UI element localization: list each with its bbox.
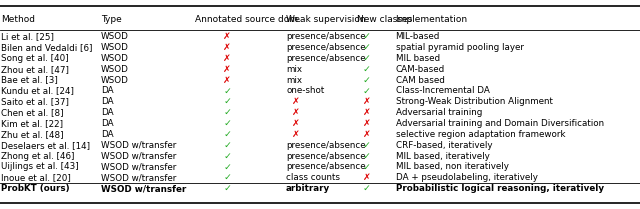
Text: MIL based, non iteratively: MIL based, non iteratively bbox=[396, 162, 508, 172]
Text: ✗: ✗ bbox=[223, 43, 231, 52]
Text: Uijlings et al. [43]: Uijlings et al. [43] bbox=[1, 162, 79, 172]
Text: DA: DA bbox=[101, 86, 114, 96]
Text: mix: mix bbox=[286, 75, 302, 85]
Text: MIL based: MIL based bbox=[396, 54, 440, 63]
Text: WSOD w/transfer: WSOD w/transfer bbox=[101, 184, 186, 193]
Text: Chen et al. [8]: Chen et al. [8] bbox=[1, 108, 64, 117]
Text: Method: Method bbox=[1, 15, 35, 24]
Text: DA: DA bbox=[101, 130, 114, 139]
Text: arbitrary: arbitrary bbox=[286, 184, 330, 193]
Text: ✗: ✗ bbox=[292, 97, 300, 106]
Text: WSOD: WSOD bbox=[101, 75, 129, 85]
Text: MIL based, iteratively: MIL based, iteratively bbox=[396, 152, 489, 161]
Text: ✓: ✓ bbox=[223, 152, 231, 161]
Text: ✓: ✓ bbox=[363, 32, 371, 41]
Text: WSOD w/transfer: WSOD w/transfer bbox=[101, 162, 177, 172]
Text: ✓: ✓ bbox=[223, 162, 231, 172]
Text: ✓: ✓ bbox=[223, 184, 231, 193]
Text: Kim et al. [22]: Kim et al. [22] bbox=[1, 119, 63, 128]
Text: Type: Type bbox=[101, 15, 122, 24]
Text: class counts: class counts bbox=[286, 173, 340, 182]
Text: ✓: ✓ bbox=[363, 162, 371, 172]
Text: Weak supervision: Weak supervision bbox=[286, 15, 365, 24]
Text: Bilen and Vedaldi [6]: Bilen and Vedaldi [6] bbox=[1, 43, 93, 52]
Text: ✓: ✓ bbox=[363, 152, 371, 161]
Text: Zhu et al. [48]: Zhu et al. [48] bbox=[1, 130, 64, 139]
Text: DA: DA bbox=[101, 108, 114, 117]
Text: presence/absence: presence/absence bbox=[286, 43, 365, 52]
Text: Probabilistic logical reasoning, iteratively: Probabilistic logical reasoning, iterati… bbox=[396, 184, 604, 193]
Text: ✗: ✗ bbox=[223, 32, 231, 41]
Text: ✗: ✗ bbox=[292, 119, 300, 128]
Text: ✗: ✗ bbox=[292, 130, 300, 139]
Text: ✓: ✓ bbox=[363, 86, 371, 96]
Text: one-shot: one-shot bbox=[286, 86, 324, 96]
Text: Li et al. [25]: Li et al. [25] bbox=[1, 32, 54, 41]
Text: ✓: ✓ bbox=[363, 75, 371, 85]
Text: ✓: ✓ bbox=[363, 43, 371, 52]
Text: ✓: ✓ bbox=[223, 141, 231, 150]
Text: Inoue et al. [20]: Inoue et al. [20] bbox=[1, 173, 71, 182]
Text: ✓: ✓ bbox=[223, 108, 231, 117]
Text: Song et al. [40]: Song et al. [40] bbox=[1, 54, 69, 63]
Text: ✗: ✗ bbox=[223, 75, 231, 85]
Text: ✓: ✓ bbox=[223, 97, 231, 106]
Text: Saito et al. [37]: Saito et al. [37] bbox=[1, 97, 69, 106]
Text: ProbKT (ours): ProbKT (ours) bbox=[1, 184, 70, 193]
Text: ✗: ✗ bbox=[223, 65, 231, 74]
Text: Zhou et al. [47]: Zhou et al. [47] bbox=[1, 65, 69, 74]
Text: ✓: ✓ bbox=[363, 184, 371, 193]
Text: ✓: ✓ bbox=[223, 86, 231, 96]
Text: New classes: New classes bbox=[357, 15, 412, 24]
Text: ✗: ✗ bbox=[292, 108, 300, 117]
Text: spatial pyramid pooling layer: spatial pyramid pooling layer bbox=[396, 43, 524, 52]
Text: DA: DA bbox=[101, 97, 114, 106]
Text: WSOD: WSOD bbox=[101, 32, 129, 41]
Text: WSOD w/transfer: WSOD w/transfer bbox=[101, 173, 177, 182]
Text: ✗: ✗ bbox=[223, 54, 231, 63]
Text: mix: mix bbox=[286, 65, 302, 74]
Text: WSOD w/transfer: WSOD w/transfer bbox=[101, 141, 177, 150]
Text: presence/absence: presence/absence bbox=[286, 141, 365, 150]
Text: Zhong et al. [46]: Zhong et al. [46] bbox=[1, 152, 75, 161]
Text: ✗: ✗ bbox=[363, 108, 371, 117]
Text: CAM based: CAM based bbox=[396, 75, 444, 85]
Text: Implementation: Implementation bbox=[396, 15, 468, 24]
Text: CAM-based: CAM-based bbox=[396, 65, 445, 74]
Text: Adversarial training: Adversarial training bbox=[396, 108, 482, 117]
Text: Annotated source dom.: Annotated source dom. bbox=[195, 15, 301, 24]
Text: presence/absence: presence/absence bbox=[286, 32, 365, 41]
Text: ✗: ✗ bbox=[363, 173, 371, 182]
Text: WSOD: WSOD bbox=[101, 65, 129, 74]
Text: Strong-Weak Distribution Alignment: Strong-Weak Distribution Alignment bbox=[396, 97, 552, 106]
Text: selective region adaptation framework: selective region adaptation framework bbox=[396, 130, 565, 139]
Text: ✓: ✓ bbox=[223, 130, 231, 139]
Text: WSOD: WSOD bbox=[101, 43, 129, 52]
Text: presence/absence: presence/absence bbox=[286, 54, 365, 63]
Text: ✗: ✗ bbox=[363, 97, 371, 106]
Text: ✓: ✓ bbox=[223, 119, 231, 128]
Text: ✗: ✗ bbox=[363, 130, 371, 139]
Text: DA + pseudolabeling, iteratively: DA + pseudolabeling, iteratively bbox=[396, 173, 538, 182]
Text: Class-Incremental DA: Class-Incremental DA bbox=[396, 86, 490, 96]
Text: presence/absence: presence/absence bbox=[286, 162, 365, 172]
Text: Adversarial training and Domain Diversification: Adversarial training and Domain Diversif… bbox=[396, 119, 604, 128]
Text: ✓: ✓ bbox=[363, 65, 371, 74]
Text: DA: DA bbox=[101, 119, 114, 128]
Text: ✓: ✓ bbox=[363, 54, 371, 63]
Text: ✓: ✓ bbox=[223, 173, 231, 182]
Text: ✗: ✗ bbox=[363, 119, 371, 128]
Text: Bae et al. [3]: Bae et al. [3] bbox=[1, 75, 58, 85]
Text: WSOD w/transfer: WSOD w/transfer bbox=[101, 152, 177, 161]
Text: Kundu et al. [24]: Kundu et al. [24] bbox=[1, 86, 74, 96]
Text: Deselaers et al. [14]: Deselaers et al. [14] bbox=[1, 141, 90, 150]
Text: CRF-based, iteratively: CRF-based, iteratively bbox=[396, 141, 492, 150]
Text: WSOD: WSOD bbox=[101, 54, 129, 63]
Text: presence/absence: presence/absence bbox=[286, 152, 365, 161]
Text: ✓: ✓ bbox=[363, 141, 371, 150]
Text: MIL-based: MIL-based bbox=[396, 32, 440, 41]
